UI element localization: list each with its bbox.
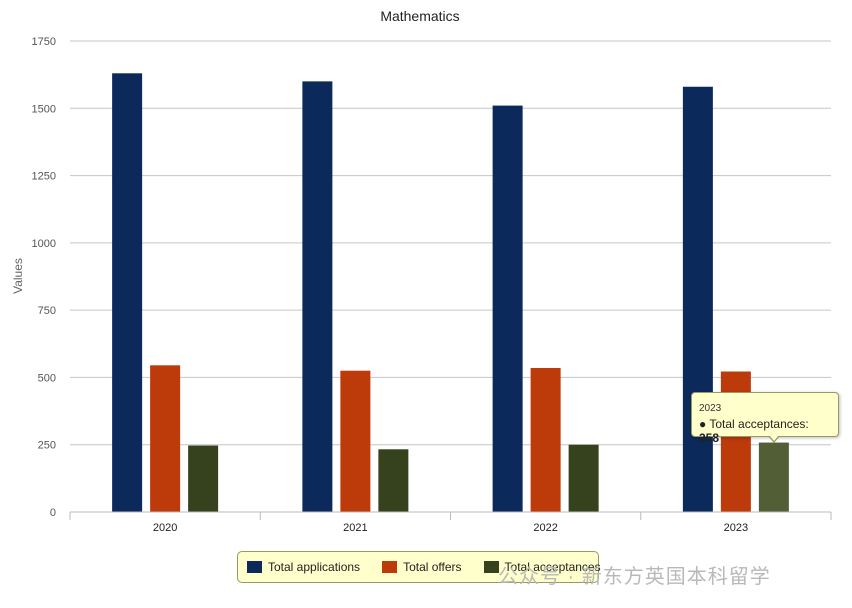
y-axis-label: Values <box>11 258 25 294</box>
legend: Total applications Total offers Total ac… <box>237 551 601 583</box>
legend-item-offers[interactable]: Total offers <box>382 560 462 574</box>
x-tick-label: 2020 <box>153 522 177 534</box>
tooltip-body: ● Total acceptances: 258 <box>699 417 831 445</box>
bar-total-acceptances-2021[interactable] <box>378 449 409 512</box>
y-tick-labels: 0 250 500 750 1000 1250 1500 1750 <box>32 36 56 519</box>
legend-item-acceptances[interactable]: Total acceptances <box>483 560 601 574</box>
y-tick-label: 1000 <box>32 238 56 250</box>
x-axis: 2020 2021 2022 2023 <box>69 511 832 534</box>
bar-total-offers-2022[interactable] <box>530 368 561 512</box>
bar-total-applications-2023[interactable] <box>682 86 713 513</box>
y-tick-label: 1500 <box>32 103 56 115</box>
bar-total-acceptances-2020[interactable] <box>188 445 219 512</box>
bar-total-applications-2020[interactable] <box>112 73 143 512</box>
x-tick-label: 2021 <box>343 522 367 534</box>
legend-label-offers: Total offers <box>403 560 462 574</box>
tooltip-arrow <box>768 435 780 443</box>
bar-total-offers-2021[interactable] <box>340 370 371 512</box>
chart-title: Mathematics <box>380 8 459 24</box>
y-tick-label: 0 <box>50 507 56 519</box>
legend-swatch-offers <box>382 561 398 573</box>
y-tick-label: 250 <box>38 440 56 452</box>
bar-total-applications-2021[interactable] <box>302 81 333 512</box>
bar-chart: Mathematics Values 0 250 500 750 1000 1250 150… <box>11 8 832 534</box>
watermark: 公众号 · 新东方英国本科留学 <box>498 566 771 588</box>
tooltip: 2023 ● Total acceptances: 258 <box>691 392 839 445</box>
legend-swatch-acceptances <box>483 561 499 573</box>
tooltip-value: 258 <box>699 431 720 445</box>
bars <box>112 73 789 513</box>
y-tick-label: 1250 <box>32 171 56 183</box>
tooltip-series-label: ● Total acceptances: <box>699 417 809 431</box>
x-tick-label: 2022 <box>533 522 557 534</box>
bar-total-acceptances-2022[interactable] <box>568 444 599 512</box>
y-tick-label: 500 <box>38 372 56 384</box>
bar-total-acceptances-2023[interactable] <box>758 442 789 512</box>
y-tick-label: 750 <box>38 305 56 317</box>
legend-item-applications[interactable]: Total applications <box>247 560 360 574</box>
bar-total-offers-2020[interactable] <box>150 365 181 512</box>
y-tick-label: 1750 <box>32 36 56 48</box>
bar-total-applications-2022[interactable] <box>492 105 523 512</box>
gridlines <box>70 40 831 513</box>
legend-label-acceptances: Total acceptances <box>504 560 601 574</box>
tooltip-category: 2023 <box>699 403 722 414</box>
x-tick-label: 2023 <box>724 522 748 534</box>
legend-label-applications: Total applications <box>268 560 361 574</box>
legend-swatch-applications <box>247 561 262 573</box>
